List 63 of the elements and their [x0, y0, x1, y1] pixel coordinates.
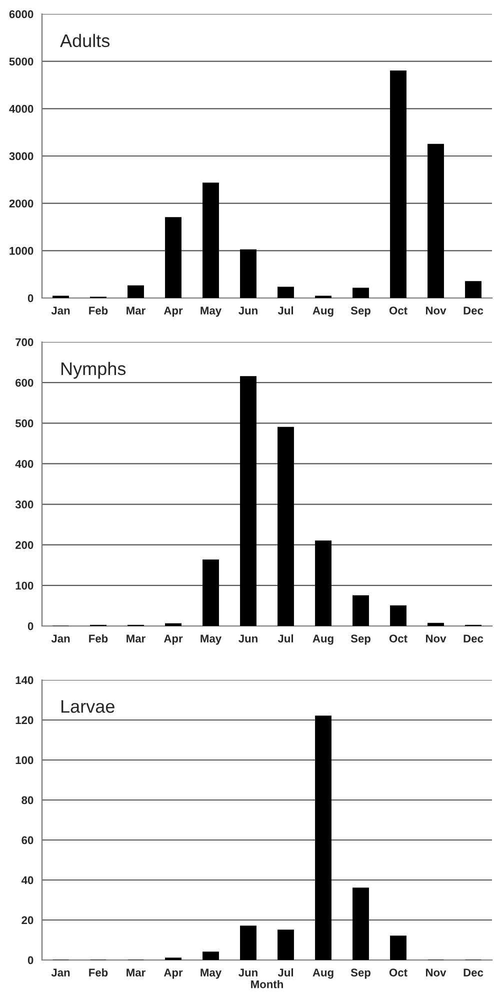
- x-tick-label: Oct: [389, 634, 408, 642]
- x-tick-label: Jan: [51, 634, 70, 642]
- x-tick-label: Apr: [164, 306, 183, 317]
- y-tick-label: 2000: [9, 200, 34, 208]
- x-tick-label: Nov: [426, 968, 446, 976]
- x-tick-label: Jun: [238, 306, 258, 314]
- x-tick-label: Aug: [312, 634, 334, 645]
- x-tick-label: Sep: [350, 968, 370, 979]
- y-tick-label: 120: [16, 716, 34, 724]
- x-tick-label: May: [200, 306, 222, 317]
- y-tick-label: 5000: [9, 58, 34, 66]
- x-tick-label: Jan: [51, 306, 70, 314]
- x-axis-title: Month: [251, 980, 283, 988]
- x-tick-label: May: [200, 634, 222, 645]
- x-tick-label: Dec: [464, 634, 484, 642]
- x-tick-label: Jun: [238, 968, 258, 976]
- y-tick-label: 4000: [9, 104, 34, 113]
- x-tick-label: Jan: [51, 968, 70, 976]
- y-tick-label: 0: [28, 956, 34, 964]
- x-tick-label: Feb: [89, 634, 108, 642]
- y-tick-label: 600: [16, 378, 34, 387]
- x-tick-label: Dec: [464, 306, 484, 314]
- y-tick-label: 400: [15, 460, 34, 468]
- y-tick-label: 80: [22, 796, 34, 804]
- x-tick-label: Nov: [426, 634, 446, 642]
- text: Adults: [60, 34, 110, 48]
- x-tick-label: Aug: [312, 968, 334, 979]
- x-tick-label: Mar: [126, 634, 146, 642]
- y-tick-label: 60: [22, 836, 34, 844]
- y-tick-label: 200: [16, 541, 34, 549]
- y-tick-label: 40: [21, 876, 34, 884]
- text: Larvae: [61, 700, 114, 713]
- x-tick-label: Feb: [89, 968, 108, 976]
- y-tick-label: 100: [16, 756, 34, 764]
- y-tick-label: 1000: [10, 246, 34, 255]
- y-tick-label: 700: [16, 338, 34, 346]
- x-tick-label: May: [200, 968, 222, 979]
- y-tick-label: 140: [16, 676, 34, 684]
- y-tick-label: 3000: [9, 152, 34, 160]
- y-tick-label: 100: [16, 582, 34, 590]
- y-tick-label: 6000: [9, 10, 34, 18]
- x-tick-label: Nov: [426, 306, 446, 314]
- x-tick-label: Aug: [312, 306, 334, 317]
- x-tick-label: Oct: [389, 968, 408, 976]
- x-tick-label: Jul: [278, 968, 293, 976]
- text: Nymphs: [61, 362, 126, 379]
- x-tick-label: Apr: [164, 634, 183, 645]
- x-tick-label: Feb: [89, 306, 108, 314]
- x-tick-label: Apr: [164, 968, 183, 979]
- x-tick-label: Sep: [350, 634, 370, 645]
- y-tick-label: 300: [15, 500, 34, 508]
- y-tick-label: 500: [15, 419, 34, 428]
- x-tick-label: Jul: [278, 634, 293, 642]
- x-tick-label: Mar: [126, 968, 146, 976]
- y-tick-label: 20: [22, 916, 34, 924]
- x-tick-label: Oct: [389, 306, 408, 314]
- x-tick-label: Jul: [278, 306, 293, 314]
- x-tick-label: Dec: [464, 968, 484, 976]
- x-tick-label: Mar: [126, 306, 146, 314]
- y-tick-label: 0: [28, 622, 34, 630]
- y-tick-label: 0: [28, 294, 34, 302]
- x-tick-label: Jun: [238, 634, 258, 642]
- x-tick-label: Sep: [350, 306, 370, 317]
